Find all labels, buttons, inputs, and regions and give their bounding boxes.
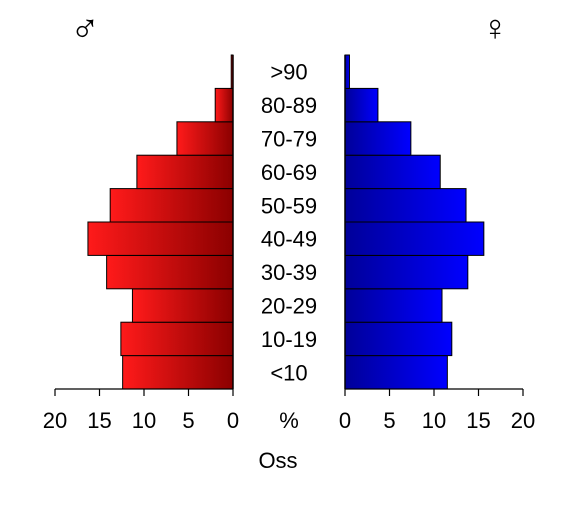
age-group-labels: <10 10-19 20-29 30-39 40-49 50-59 60-69 70-79 80… — [261, 60, 317, 386]
tick-label: 20 — [43, 408, 67, 433]
male-x-axis: 20 15 10 5 0 — [43, 388, 239, 433]
male-bar — [120, 321, 234, 357]
male-bar — [214, 87, 234, 123]
tick-label: 10 — [422, 408, 446, 433]
female-bar — [344, 321, 453, 357]
tick-label: 0 — [227, 408, 239, 433]
tick-label: 5 — [182, 408, 194, 433]
age-group-label: <10 — [270, 360, 307, 385]
male-bar — [131, 288, 234, 323]
male-symbol-icon: ♂ — [70, 7, 100, 51]
male-bar — [106, 254, 234, 290]
age-group-label: 50-59 — [261, 193, 317, 218]
male-bars — [87, 54, 234, 390]
female-bar — [344, 254, 469, 290]
age-group-label: 40-49 — [261, 227, 317, 252]
female-symbol-icon: ♀ — [482, 7, 509, 48]
percent-label: % — [279, 408, 299, 433]
male-bar — [136, 154, 234, 190]
female-bar — [344, 87, 379, 123]
x-axis-title: Oss — [258, 448, 297, 473]
tick-label: 15 — [466, 408, 490, 433]
female-bar — [344, 288, 443, 323]
tick-label: 0 — [339, 408, 351, 433]
age-group-label: 70-79 — [261, 127, 317, 152]
age-group-label: 20-29 — [261, 294, 317, 319]
age-group-label: >90 — [270, 60, 307, 85]
female-bars — [344, 54, 485, 390]
tick-label: 15 — [87, 408, 111, 433]
male-bar — [122, 355, 234, 390]
female-bar — [344, 221, 485, 256]
tick-label: 5 — [383, 408, 395, 433]
female-bar — [344, 154, 441, 190]
tick-label: 10 — [132, 408, 156, 433]
age-group-label: 10-19 — [261, 327, 317, 352]
female-bar — [344, 355, 448, 390]
male-bar — [109, 188, 234, 223]
age-group-label: 30-39 — [261, 260, 317, 285]
female-x-axis: 0 5 10 15 20 — [339, 388, 535, 433]
male-bar — [87, 221, 234, 256]
female-bar — [344, 188, 467, 223]
age-group-label: 60-69 — [261, 160, 317, 185]
female-bar — [344, 121, 412, 156]
age-group-label: 80-89 — [261, 93, 317, 118]
tick-label: 20 — [511, 408, 535, 433]
male-bar — [176, 121, 234, 156]
